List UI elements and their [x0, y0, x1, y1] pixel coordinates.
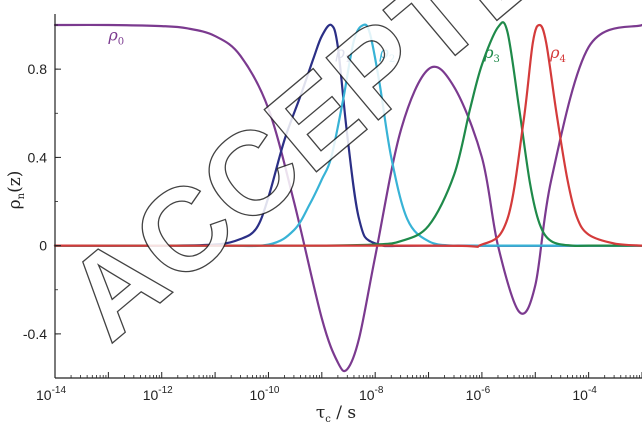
series-line-1: [53, 23, 642, 248]
x-tick-label: 10-4: [572, 385, 597, 403]
axes: [54, 14, 642, 379]
y-axis-title: ρn(z): [5, 171, 27, 210]
series-group: [53, 21, 642, 373]
x-tick-label: 10-12: [143, 385, 173, 403]
y-tick-label: -0.4: [23, 326, 47, 342]
series-line-0: [53, 23, 642, 373]
tick-labels: 10-14 10-12 10-10 10-8 10-6 10-4 0.8 0.4 0 -0.4: [23, 24, 642, 403]
series-line-4: [53, 23, 642, 248]
series-label-0: ρ0: [107, 25, 124, 47]
x-tick-label: 10-8: [359, 385, 384, 403]
y-tick-label: 0.4: [28, 149, 48, 165]
series-labels: ρ0 ρ1 ρ2 ρ3 ρ4: [107, 25, 566, 65]
x-tick-label: 10-10: [249, 385, 279, 403]
series-label-3: ρ3: [483, 43, 500, 65]
series-label-2: ρ2: [378, 43, 395, 65]
series-label-1: ρ1: [334, 43, 351, 65]
y-tick-label: 0.8: [28, 61, 48, 77]
series-label-4: ρ4: [549, 43, 566, 65]
watermark: ACCEPTED: [42, 0, 636, 365]
x-axis-title: τc / s: [316, 403, 356, 425]
y-tick-label: 0: [39, 238, 47, 254]
x-tick-label: 10-6: [466, 385, 491, 403]
x-tick-label: 10-14: [36, 385, 66, 403]
